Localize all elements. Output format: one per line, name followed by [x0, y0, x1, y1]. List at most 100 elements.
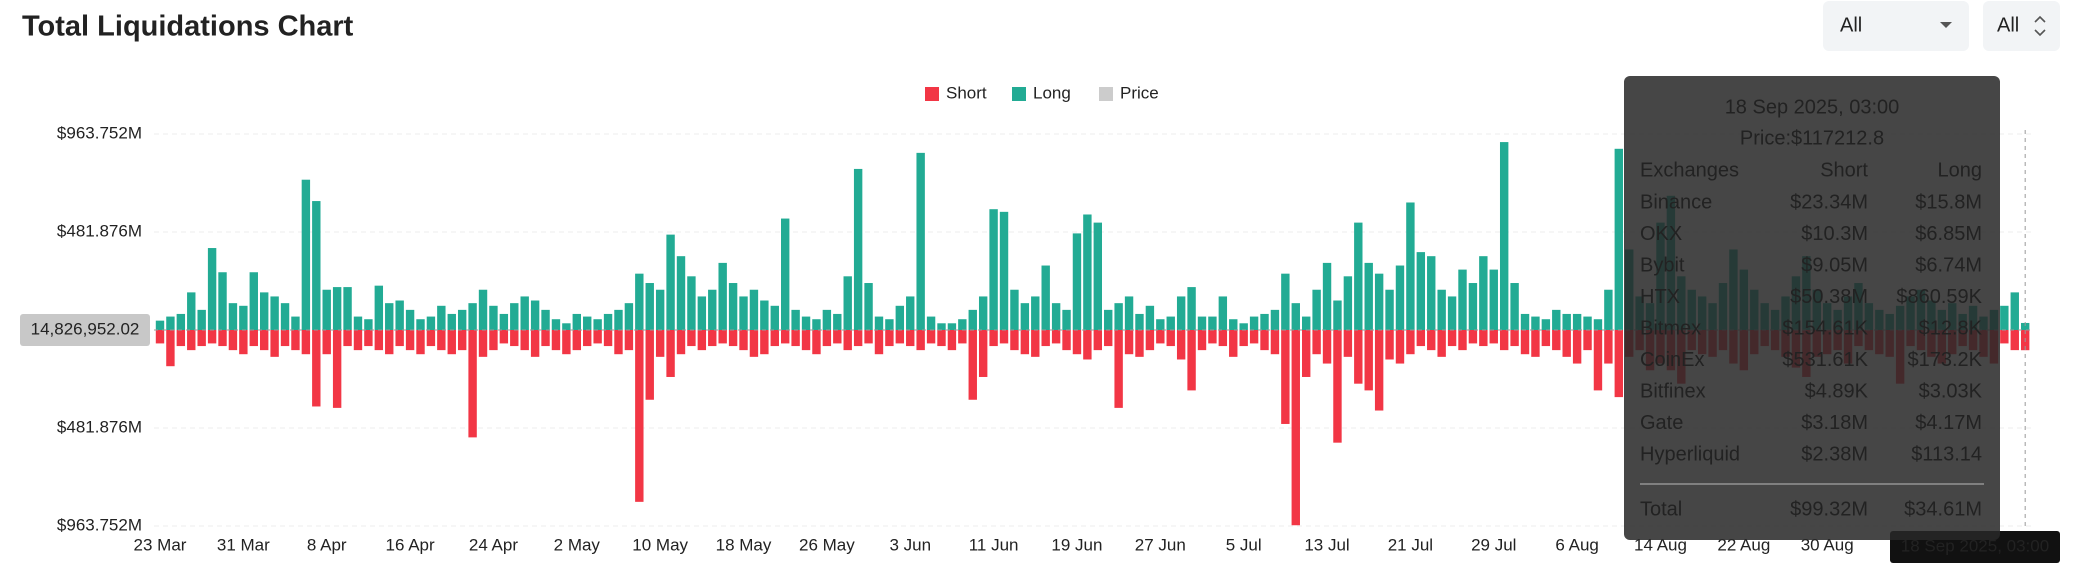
bar — [687, 276, 696, 330]
tooltip-row: $12.8K — [1919, 317, 1983, 339]
bar — [1447, 330, 1457, 347]
x-tick-label: 14 Aug — [1634, 535, 1687, 554]
bar — [312, 330, 321, 407]
bar — [520, 330, 529, 351]
tooltip-box — [1624, 76, 2000, 540]
bar — [260, 292, 269, 330]
bar — [1406, 202, 1415, 330]
x-tick-label: 22 Aug — [1717, 535, 1770, 554]
bar — [1583, 316, 1592, 330]
bar — [1489, 269, 1498, 330]
select-value[interactable]: All — [1840, 14, 1862, 36]
bar — [1239, 330, 1248, 347]
bar — [374, 285, 384, 330]
bar — [1135, 330, 1144, 357]
bar — [906, 330, 915, 347]
bar — [989, 330, 998, 347]
bar — [541, 330, 550, 347]
bar — [926, 330, 936, 344]
bar — [353, 330, 363, 351]
bar — [468, 303, 477, 330]
bar — [207, 248, 217, 330]
stepper-icon — [2034, 15, 2046, 37]
bar — [1218, 296, 1228, 330]
bar — [499, 330, 509, 344]
bar — [1041, 330, 1050, 347]
bar — [426, 316, 436, 330]
x-tick-label: 19 Jun — [1051, 535, 1102, 554]
bar — [405, 309, 415, 330]
bar — [228, 303, 238, 330]
bar — [937, 323, 946, 330]
bar — [1218, 330, 1228, 347]
bar — [603, 313, 613, 330]
bar — [635, 273, 644, 330]
bar — [280, 330, 290, 347]
bar — [437, 330, 446, 351]
bar — [1531, 330, 1540, 357]
bar — [1322, 262, 1332, 330]
tooltip-row: CoinEx — [1640, 349, 1704, 371]
bar — [1020, 303, 1030, 330]
bar — [1270, 309, 1280, 330]
bar — [1083, 330, 1092, 360]
bar — [478, 289, 488, 330]
bar — [666, 234, 675, 330]
bar — [895, 330, 905, 344]
bar — [1374, 273, 1384, 330]
bar — [1552, 330, 1561, 351]
tooltip-row: $23.34M — [1790, 191, 1868, 213]
tooltip-row: $154.61K — [1782, 317, 1868, 339]
bar — [1343, 330, 1353, 357]
bar — [968, 309, 977, 330]
bar — [457, 309, 467, 330]
select-box[interactable] — [1983, 1, 2060, 51]
bar — [1354, 330, 1363, 384]
bar — [1541, 330, 1551, 347]
bar — [697, 330, 707, 351]
tooltip-header: Exchanges — [1640, 159, 1739, 181]
bar — [478, 330, 488, 357]
bar — [749, 330, 759, 357]
tooltip-total: $34.61M — [1904, 498, 1982, 520]
bar — [1385, 330, 1394, 360]
bar — [176, 313, 186, 330]
bar — [801, 330, 811, 351]
bar — [1604, 289, 1613, 330]
bar — [395, 330, 404, 347]
x-tick-label: 26 May — [799, 535, 855, 554]
tooltip-price: Price:$117212.8 — [1740, 127, 1884, 149]
select-box[interactable] — [1823, 1, 1969, 51]
bar — [1051, 303, 1061, 330]
bar — [489, 330, 498, 351]
bar — [1593, 330, 1603, 391]
bar — [332, 330, 342, 408]
bar — [1302, 316, 1311, 330]
bar — [614, 330, 623, 355]
bar — [364, 330, 373, 347]
bar — [1197, 316, 1207, 330]
bar — [874, 330, 884, 355]
bar — [708, 330, 717, 347]
bar — [239, 305, 248, 330]
bar — [1479, 256, 1488, 330]
bar — [176, 330, 186, 347]
bar — [593, 319, 602, 330]
x-tick-label: 30 Aug — [1801, 535, 1854, 554]
bar — [1187, 287, 1196, 330]
bar — [1333, 330, 1342, 443]
bar — [978, 296, 988, 330]
select-value[interactable]: All — [1997, 14, 2019, 36]
x-tick-label: 21 Jul — [1388, 535, 1433, 554]
bar — [1427, 330, 1436, 351]
bar — [166, 316, 175, 330]
bar — [1593, 319, 1603, 330]
tooltip-row: $6.74M — [1915, 254, 1982, 276]
bar — [1416, 330, 1426, 347]
bar — [958, 319, 967, 330]
bar — [1291, 303, 1300, 330]
bar — [218, 272, 227, 330]
bar — [197, 309, 206, 330]
tooltip-row: $9.05M — [1801, 254, 1868, 276]
bar — [572, 313, 581, 330]
